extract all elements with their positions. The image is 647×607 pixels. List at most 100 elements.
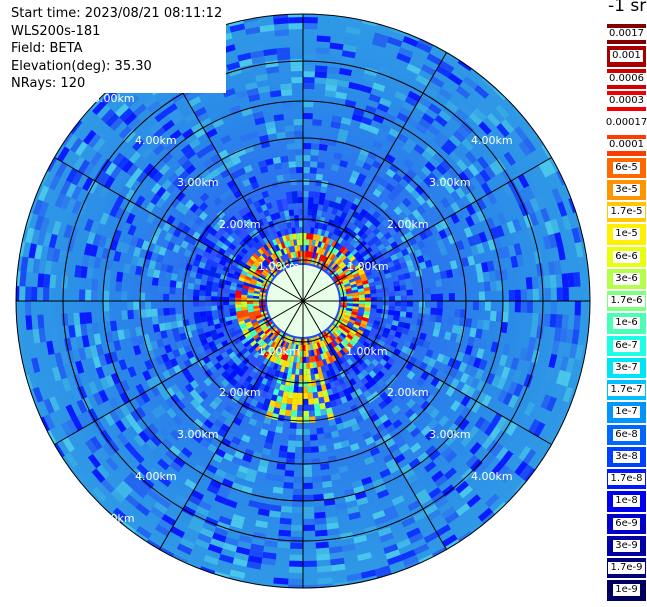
- range-gate-cell: [428, 103, 442, 115]
- range-gate-cell: [133, 301, 140, 310]
- range-gate-cell: [295, 368, 300, 375]
- range-gate-cell: [360, 250, 368, 258]
- range-gate-cell: [242, 329, 250, 335]
- range-gate-cell: [357, 347, 366, 355]
- range-gate-cell: [331, 207, 339, 216]
- range-gate-cell: [107, 362, 117, 375]
- range-gate-cell: [498, 354, 508, 367]
- range-gate-cell: [303, 386, 308, 393]
- range-gate-cell: [336, 365, 343, 373]
- range-gate-cell: [31, 314, 39, 330]
- range-gate-cell: [315, 179, 323, 187]
- range-gate-cell: [278, 358, 284, 366]
- range-gate-cell: [307, 386, 313, 393]
- range-gate-cell: [229, 301, 236, 305]
- range-gate-cell: [324, 364, 330, 372]
- scan-info-panel: Start time: 2023/08/21 08:11:12 WLS200s-…: [11, 5, 227, 93]
- range-gate-cell: [540, 394, 552, 410]
- range-gate-cell: [303, 470, 313, 477]
- range-gate-cell: [54, 192, 66, 208]
- range-gate-cell: [360, 335, 368, 342]
- range-gate-cell: [252, 228, 260, 237]
- range-gate-cell: [315, 529, 328, 537]
- colorbar-label: 6e-6: [613, 250, 640, 263]
- range-gate-cell: [436, 293, 443, 301]
- range-gate-cell: [388, 305, 395, 311]
- range-gate-cell: [324, 401, 332, 409]
- range-gate-cell: [328, 238, 334, 246]
- range-gate-cell: [340, 396, 348, 404]
- range-gate-cell: [272, 245, 278, 253]
- range-gate-cell: [235, 307, 242, 312]
- range-gate-cell: [405, 138, 418, 149]
- range-gate-cell: [553, 260, 562, 275]
- range-gate-cell: [406, 370, 416, 380]
- range-gate-cell: [467, 425, 480, 439]
- range-gate-cell: [408, 179, 419, 190]
- range-gate-cell: [290, 239, 295, 247]
- range-gate-cell: [310, 245, 315, 253]
- range-gate-cell: [166, 241, 176, 251]
- range-gate-cell: [150, 407, 162, 420]
- range-gate-cell: [127, 366, 137, 378]
- range-gate-cell: [344, 326, 352, 332]
- range-gate-cell: [486, 192, 498, 205]
- range-label-ring4-se: 4.00km: [471, 470, 513, 483]
- range-gate-cell: [322, 358, 328, 366]
- range-gate-cell: [49, 274, 57, 289]
- range-gate-cell: [377, 243, 386, 251]
- range-gate-cell: [78, 347, 87, 361]
- range-gate-cell: [482, 320, 490, 331]
- range-gate-cell: [60, 351, 70, 366]
- range-gate-cell: [42, 232, 52, 247]
- range-gate-cell: [259, 24, 275, 33]
- range-gate-cell: [282, 390, 289, 398]
- range-gate-cell: [398, 211, 408, 221]
- range-gate-cell: [351, 311, 358, 316]
- range-gate-cell: [377, 351, 386, 359]
- range-gate-cell: [292, 494, 303, 501]
- range-gate-cell: [177, 346, 187, 356]
- range-gate-cell: [313, 493, 324, 501]
- range-gate-cell: [338, 67, 353, 77]
- range-gate-cell: [295, 233, 300, 240]
- range-gate-cell: [72, 431, 85, 446]
- range-gate-cell: [342, 205, 351, 214]
- range-gate-cell: [252, 261, 260, 269]
- range-gate-cell: [82, 129, 97, 145]
- range-gate-cell: [425, 349, 434, 358]
- range-gate-cell: [445, 269, 454, 279]
- range-gate-cell: [399, 311, 407, 318]
- range-gate-cell: [298, 380, 303, 387]
- range-gate-cell: [75, 360, 85, 374]
- range-gate-cell: [310, 434, 318, 441]
- range-gate-cell: [454, 308, 461, 318]
- range-gate-cell: [318, 143, 328, 151]
- range-gate-cell: [220, 423, 230, 433]
- range-gate-cell: [229, 569, 246, 579]
- range-gate-cell: [377, 526, 392, 537]
- range-gate-cell: [333, 442, 343, 450]
- range-gate-cell: [415, 74, 430, 87]
- range-gate-cell: [360, 361, 369, 370]
- range-gate-cell: [268, 374, 275, 382]
- range-gate-cell: [353, 251, 361, 259]
- range-gate-cell: [248, 130, 260, 140]
- range-gate-cell: [345, 200, 353, 209]
- range-gate-cell: [87, 133, 101, 149]
- range-gate-cell: [26, 257, 35, 273]
- range-gate-cell: [288, 578, 303, 585]
- range-gate-cell: [280, 346, 286, 354]
- range-gate-cell: [268, 510, 281, 518]
- range-gate-cell: [233, 257, 241, 264]
- range-gate-cell: [318, 341, 324, 348]
- range-gate-cell: [448, 293, 455, 301]
- range-gate-cell: [164, 344, 173, 354]
- range-gate-cell: [307, 251, 311, 258]
- range-gate-cell: [372, 323, 380, 330]
- range-gate-cell: [253, 301, 260, 304]
- azimuth-spoke: [302, 300, 552, 445]
- range-gate-cell: [447, 357, 457, 368]
- range-gate-cell: [204, 331, 212, 339]
- range-gate-cell: [249, 280, 257, 286]
